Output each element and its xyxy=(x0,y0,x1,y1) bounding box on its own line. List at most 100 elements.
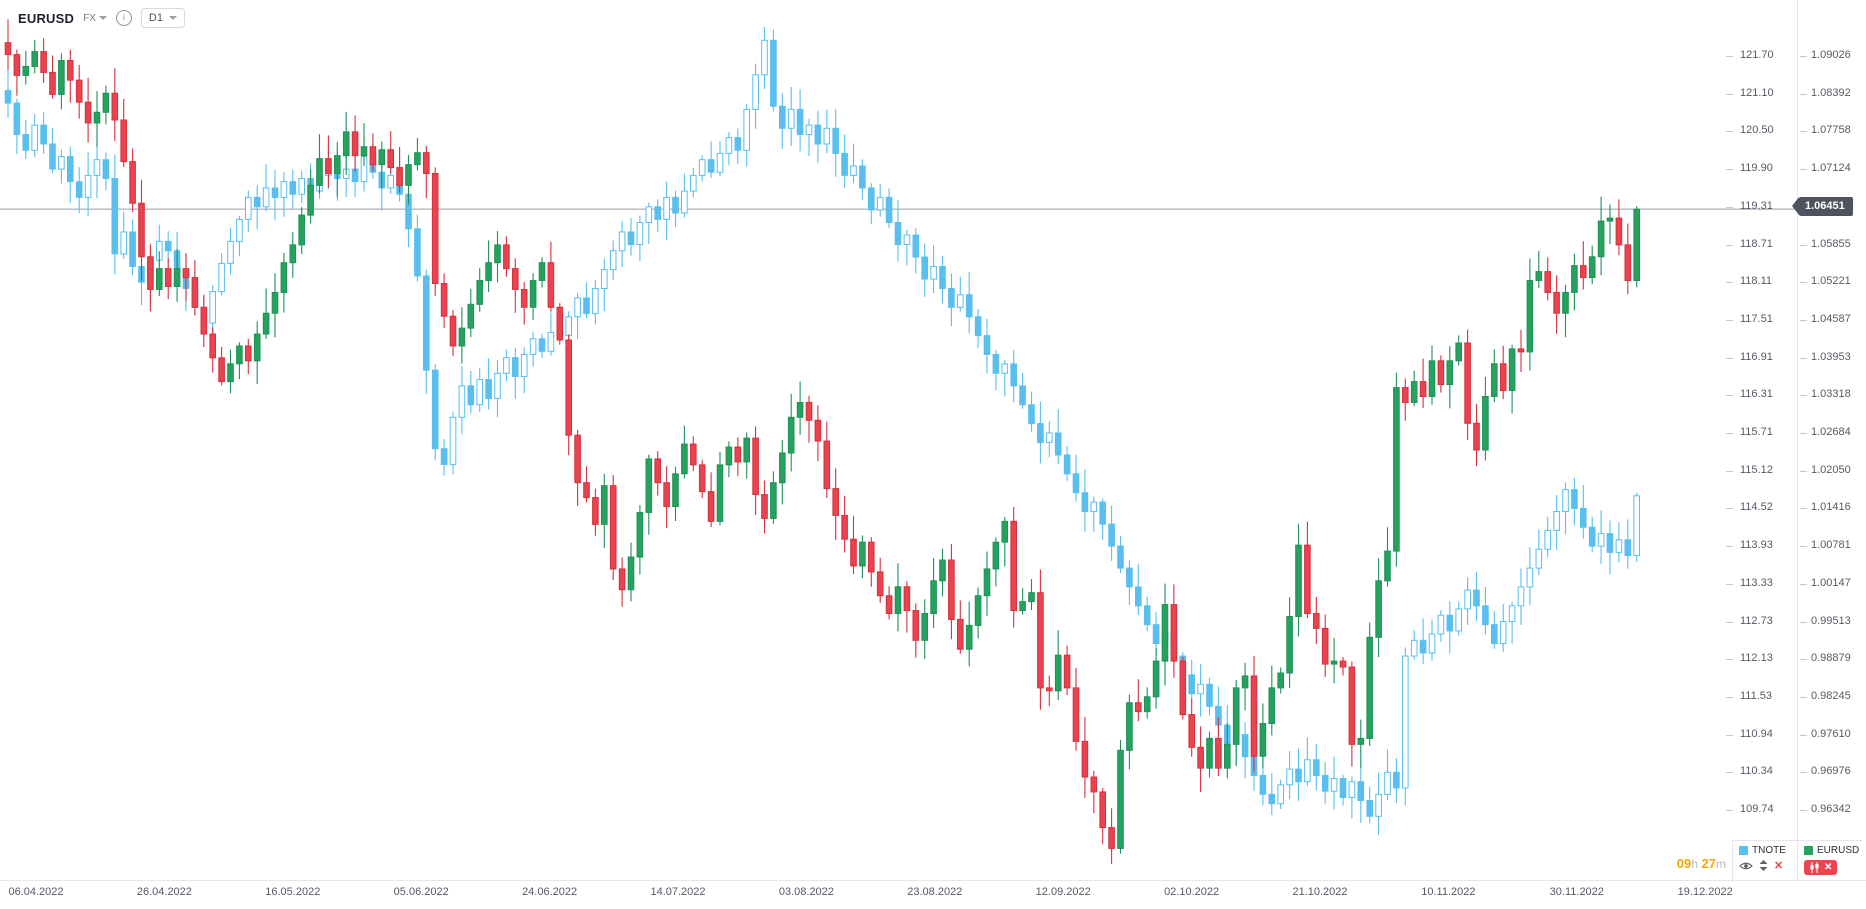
date-label: 19.12.2022 xyxy=(1677,886,1733,898)
symbol-header: EURUSD FX i D1 xyxy=(18,8,185,28)
timeframe-dropdown[interactable]: D1 xyxy=(140,8,185,28)
symbol-name: EURUSD xyxy=(18,10,75,26)
eurusd-price-label: 1.00781 xyxy=(1811,539,1851,552)
axis-tick xyxy=(1800,56,1807,57)
axis-tick xyxy=(1800,772,1807,774)
axis-tick xyxy=(1726,244,1733,246)
scale-arrows-icon[interactable] xyxy=(1759,860,1768,871)
tnote-price-label: 120.50 xyxy=(1740,124,1774,137)
date-label: 06.04.2022 xyxy=(8,886,64,898)
tnote-label: TNOTE xyxy=(1752,845,1786,856)
chevron-down-icon xyxy=(168,16,177,20)
timer-minutes: 27 xyxy=(1701,856,1716,871)
axis-tick xyxy=(1726,433,1733,434)
date-label: 12.09.2022 xyxy=(1035,886,1091,898)
date-label: 21.10.2022 xyxy=(1292,886,1348,898)
axis-tick xyxy=(1726,734,1733,736)
axis-tick xyxy=(1726,319,1733,321)
axis-tick xyxy=(1726,395,1733,397)
tnote-price-label: 109.74 xyxy=(1740,803,1774,815)
eurusd-price-label: 1.03953 xyxy=(1811,350,1851,363)
axis-tick xyxy=(1726,621,1733,623)
axis-tick xyxy=(1800,244,1807,246)
eurusd-label: EURUSD xyxy=(1817,845,1860,856)
axis-tick xyxy=(1726,508,1733,510)
tnote-price-label: 121.70 xyxy=(1740,49,1774,61)
market-selector[interactable]: FX xyxy=(83,13,107,24)
tnote-price-label: 118.71 xyxy=(1740,237,1773,250)
eurusd-price-label: 1.07758 xyxy=(1811,124,1851,137)
tnote-price-label: 121.10 xyxy=(1740,86,1774,99)
axis-tick xyxy=(1726,93,1733,95)
axis-tick xyxy=(1800,659,1807,661)
eurusd-price-label: 0.98879 xyxy=(1811,652,1851,665)
tnote-price-label: 112.13 xyxy=(1740,652,1773,665)
timeframe-value: D1 xyxy=(148,12,163,24)
tnote-price-label: 111.53 xyxy=(1740,689,1773,702)
eurusd-chart-badge[interactable]: ✕ xyxy=(1804,860,1838,875)
tnote-price-label: 116.91 xyxy=(1740,350,1773,363)
axis-tick xyxy=(1800,810,1807,811)
tnote-price-label: 115.12 xyxy=(1740,463,1773,476)
tnote-price-label: 115.71 xyxy=(1740,426,1773,438)
axis-tick xyxy=(1800,583,1807,585)
axis-tick xyxy=(1726,470,1733,472)
candlestick-icon xyxy=(1810,862,1819,873)
eye-icon[interactable] xyxy=(1739,861,1753,871)
tnote-price-label: 110.94 xyxy=(1740,727,1773,740)
axis-tick xyxy=(1800,546,1807,548)
axis-tick xyxy=(1726,131,1733,133)
date-label: 23.08.2022 xyxy=(907,886,963,898)
axis-tick xyxy=(1726,282,1733,284)
eurusd-color-swatch xyxy=(1804,846,1813,855)
date-label: 10.11.2022 xyxy=(1421,886,1476,898)
axis-tick xyxy=(1800,93,1807,95)
legend-eurusd: EURUSD ✕ xyxy=(1797,840,1862,880)
axis-tick xyxy=(1800,508,1807,510)
chevron-down-icon xyxy=(98,16,107,20)
date-label: 14.07.2022 xyxy=(650,886,706,898)
axis-tick xyxy=(1800,169,1807,171)
date-label: 02.10.2022 xyxy=(1164,886,1220,898)
axis-tick xyxy=(1800,696,1807,698)
axis-tick xyxy=(1800,357,1807,359)
chart-canvas[interactable] xyxy=(0,0,1866,880)
legend-tnote: TNOTE ✕ xyxy=(1732,840,1797,880)
axis-tick xyxy=(1800,433,1807,434)
tnote-price-label: 116.31 xyxy=(1740,388,1773,401)
info-icon[interactable]: i xyxy=(115,10,132,26)
series-legend: TNOTE ✕ EURUSD xyxy=(1732,840,1862,880)
close-icon[interactable]: ✕ xyxy=(1824,861,1833,873)
eurusd-price-label: 1.09026 xyxy=(1811,49,1851,61)
eurusd-price-label: 0.99513 xyxy=(1811,614,1851,627)
axis-tick xyxy=(1726,56,1733,57)
tnote-price-label: 110.34 xyxy=(1740,765,1773,778)
tnote-price-label: 113.33 xyxy=(1740,576,1773,589)
axis-tick xyxy=(1726,357,1733,359)
eurusd-price-label: 0.97610 xyxy=(1811,727,1851,740)
market-label: FX xyxy=(83,12,96,24)
tnote-price-label: 119.31 xyxy=(1740,199,1773,212)
date-label: 30.11.2022 xyxy=(1549,886,1604,898)
axis-tick xyxy=(1800,319,1807,321)
eurusd-price-label: 1.01416 xyxy=(1811,501,1851,514)
eurusd-price-label: 1.02684 xyxy=(1811,426,1851,438)
tnote-price-label: 117.51 xyxy=(1740,312,1773,325)
eurusd-price-label: 1.02050 xyxy=(1811,463,1851,476)
eurusd-price-label: 1.03318 xyxy=(1811,388,1851,401)
close-icon[interactable]: ✕ xyxy=(1774,859,1784,872)
tnote-price-label: 119.90 xyxy=(1740,162,1773,175)
axis-tick xyxy=(1726,206,1733,208)
eurusd-price-label: 0.96976 xyxy=(1811,765,1851,778)
eurusd-price-label: 1.05221 xyxy=(1811,275,1851,288)
axis-tick xyxy=(1800,470,1807,472)
eurusd-price-label: 0.98245 xyxy=(1811,689,1851,702)
axis-tick xyxy=(1800,395,1807,397)
axis-tick xyxy=(1726,583,1733,585)
timer-hours: 09 xyxy=(1676,856,1692,871)
axis-tick xyxy=(1800,282,1807,284)
price-axis-divider xyxy=(1797,0,1798,880)
eurusd-price-label: 1.07124 xyxy=(1811,162,1851,175)
timer-hours-unit: h xyxy=(1691,857,1698,871)
